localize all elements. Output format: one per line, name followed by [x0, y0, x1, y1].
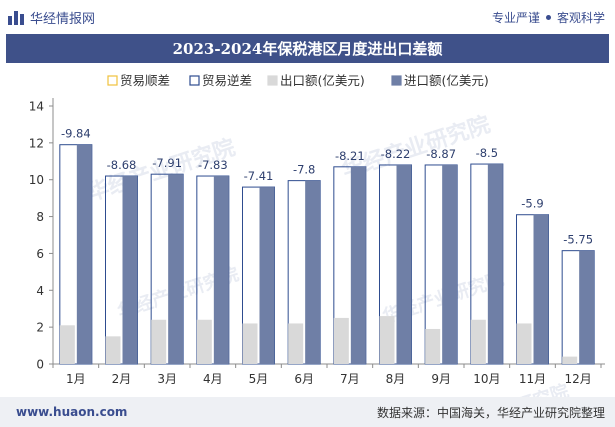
x-tick-label: 7月 [340, 372, 360, 386]
bar-chart: 华经产业研究院华经产业研究院华经产业研究院华经产业研究院华经产业研究院02468… [29, 73, 605, 397]
export-bar [151, 319, 167, 364]
legend-label: 出口额(亿美元) [280, 73, 365, 88]
import-bar [76, 144, 92, 364]
y-tick-label: 0 [36, 358, 44, 372]
import-bar [579, 250, 595, 364]
y-tick-label: 6 [36, 247, 44, 261]
slogan-left: 专业严谨 [491, 10, 540, 25]
data-label: -7.83 [198, 158, 228, 172]
export-bar [196, 319, 212, 364]
footer-url[interactable]: www.huaon.com [16, 405, 128, 419]
legend-label: 贸易顺差 [120, 73, 170, 88]
import-bar [259, 187, 275, 364]
data-label: -8.5 [476, 146, 498, 160]
x-tick-label: 10月 [473, 372, 500, 386]
legend-swatch [267, 75, 278, 86]
data-label: -5.9 [521, 197, 543, 211]
y-tick-label: 2 [36, 321, 44, 335]
legend-label: 贸易逆差 [202, 73, 252, 88]
chart-area: 华经产业研究院华经产业研究院华经产业研究院华经产业研究院华经产业研究院02468… [0, 63, 615, 397]
y-tick-label: 8 [36, 210, 44, 224]
footer: www.huaon.com 数据来源：中国海关，华经产业研究院整理 [0, 397, 615, 427]
x-tick-label: 11月 [519, 372, 546, 386]
import-bar [396, 164, 412, 364]
chart-title-bar: 2023-2024年保税港区月度进出口差额 [6, 34, 609, 63]
export-bar [288, 323, 304, 364]
legend-label: 进口额(亿美元) [404, 73, 489, 88]
import-bar [533, 214, 549, 364]
import-bar [350, 166, 366, 364]
data-label: -8.68 [107, 158, 137, 172]
import-bar [168, 174, 184, 364]
x-tick-label: 1月 [66, 372, 86, 386]
footer-source: 数据来源：中国海关，华经产业研究院整理 [376, 405, 605, 420]
x-tick-label: 6月 [294, 372, 314, 386]
legend-swatch [189, 75, 200, 86]
export-bar [333, 317, 349, 364]
x-tick-label: 3月 [157, 372, 177, 386]
data-label: -8.22 [381, 147, 411, 161]
y-tick-label: 14 [29, 100, 44, 114]
chart-title: 2023-2024年保税港区月度进出口差额 [172, 40, 443, 58]
brand: 华经情报网 [8, 8, 95, 27]
export-bar [425, 328, 441, 364]
data-label: -7.91 [152, 156, 182, 170]
import-bar [122, 176, 138, 364]
y-tick-label: 4 [36, 284, 44, 298]
export-bar [470, 319, 486, 364]
export-bar [105, 336, 121, 364]
slogan-right: 客观科学 [556, 10, 605, 25]
import-bar [442, 164, 458, 364]
import-bar [213, 176, 229, 364]
data-label: -7.8 [293, 163, 315, 177]
export-bar [516, 323, 532, 364]
x-tick-label: 8月 [386, 372, 406, 386]
bullet-dot-icon [545, 14, 551, 20]
y-tick-label: 10 [29, 173, 44, 187]
export-bar [242, 323, 258, 364]
y-tick-label: 12 [29, 136, 44, 150]
data-label: -8.21 [335, 149, 365, 163]
watermark-text: 华经产业研究院 [445, 380, 572, 397]
brand-logo-icon [8, 9, 24, 25]
x-tick-label: 12月 [565, 372, 592, 386]
export-bar [379, 316, 395, 364]
x-tick-label: 9月 [431, 372, 451, 386]
slogan: 专业严谨 客观科学 [492, 9, 605, 26]
data-label: -9.84 [61, 127, 91, 141]
data-label: -7.41 [244, 169, 274, 183]
top-bar: 华经情报网 专业严谨 客观科学 [0, 0, 615, 34]
import-bar [305, 180, 321, 364]
legend-swatch [107, 75, 118, 86]
x-tick-label: 5月 [249, 372, 269, 386]
brand-name: 华经情报网 [30, 11, 96, 27]
export-bar [562, 356, 578, 364]
data-label: -8.87 [426, 147, 456, 161]
import-bar [487, 164, 503, 364]
x-tick-label: 4月 [203, 372, 223, 386]
data-label: -5.75 [563, 233, 593, 247]
export-bar [59, 325, 75, 364]
legend-swatch [391, 75, 402, 86]
x-tick-label: 2月 [112, 372, 132, 386]
